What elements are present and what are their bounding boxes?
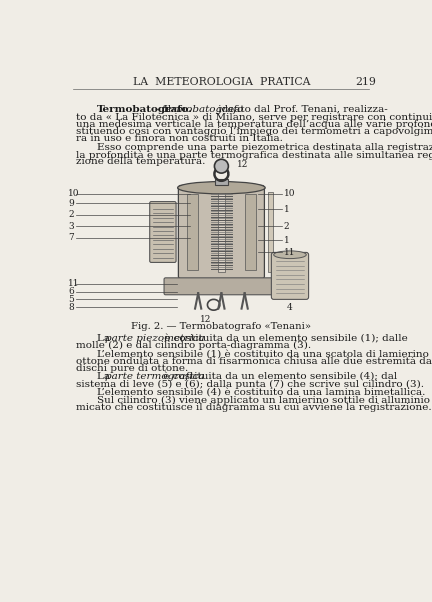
- Text: 11: 11: [284, 248, 295, 257]
- Bar: [218, 191, 225, 273]
- Text: LA  METEOROLOGIA  PRATICA: LA METEOROLOGIA PRATICA: [133, 77, 310, 87]
- Text: 219: 219: [355, 77, 376, 87]
- Text: 12: 12: [237, 160, 248, 169]
- Text: 4: 4: [287, 303, 293, 312]
- Text: stituendo così con vantaggio l’impiego dei termometri a capovolgimento fino-: stituendo così con vantaggio l’impiego d…: [76, 126, 432, 136]
- FancyBboxPatch shape: [178, 185, 264, 279]
- Text: to da « La Filotecnica » di Milano, serve per registrare con continuità lungo: to da « La Filotecnica » di Milano, serv…: [76, 112, 432, 122]
- Text: è costituita da un elemento sensibile (4); dal: è costituita da un elemento sensibile (4…: [160, 372, 397, 381]
- Bar: [215, 179, 228, 185]
- Text: 6: 6: [68, 287, 74, 296]
- Text: la profondità e una parte termografica destinata alle simultanea registra-: la profondità e una parte termografica d…: [76, 150, 432, 160]
- Text: 5: 5: [68, 295, 74, 304]
- Text: 3: 3: [68, 222, 73, 231]
- Text: La: La: [97, 334, 113, 343]
- Text: micato che costituisce il diagramma su cui avviene la registrazione.: micato che costituisce il diagramma su c…: [76, 403, 431, 412]
- Text: L’elemento sensibile (4) è costituito da una lamina bimetallica.: L’elemento sensibile (4) è costituito da…: [97, 388, 425, 397]
- Text: 9: 9: [68, 199, 74, 208]
- Text: termobatografo: termobatografo: [162, 105, 244, 114]
- Bar: [245, 194, 256, 270]
- Text: una medesima verticale la temperatura dell’acqua alle varie profondità, so-: una medesima verticale la temperatura de…: [76, 119, 432, 129]
- Text: 1: 1: [284, 205, 289, 214]
- Bar: [268, 191, 273, 273]
- Bar: [187, 194, 198, 270]
- Text: ideato dal Prof. Tenani, realizza-: ideato dal Prof. Tenani, realizza-: [215, 105, 388, 114]
- Text: parte termografica: parte termografica: [105, 372, 205, 381]
- Text: Fig. 2. — Termobatografo «Tenani»: Fig. 2. — Termobatografo «Tenani»: [131, 323, 311, 332]
- Text: 2: 2: [284, 222, 289, 231]
- Text: ottone ondulata a forma di fisarmonica chiusa alle due estremità da due: ottone ondulata a forma di fisarmonica c…: [76, 357, 432, 366]
- Ellipse shape: [178, 182, 265, 194]
- Ellipse shape: [274, 251, 306, 259]
- Text: 12: 12: [200, 315, 212, 324]
- Text: è costituita da un elemento sensibile (1); dalle: è costituita da un elemento sensibile (1…: [161, 334, 408, 343]
- Circle shape: [214, 160, 229, 173]
- Text: 2: 2: [68, 210, 73, 219]
- Text: dischi pure di ottone.: dischi pure di ottone.: [76, 364, 188, 373]
- Text: ra in uso e finora non costruiti in Italia.: ra in uso e finora non costruiti in Ital…: [76, 134, 283, 143]
- Text: L’elemento sensibile (1) è costituito da una scatola di lamierino di: L’elemento sensibile (1) è costituito da…: [97, 349, 432, 358]
- Text: Termobatografo.: Termobatografo.: [97, 105, 193, 114]
- Text: 1: 1: [284, 235, 289, 244]
- Text: – Il: – Il: [152, 105, 175, 114]
- Text: sistema di leve (5) e (6); dalla punta (7) che scrive sul cilindro (3).: sistema di leve (5) e (6); dalla punta (…: [76, 379, 424, 389]
- FancyBboxPatch shape: [164, 278, 279, 295]
- Text: 10: 10: [68, 190, 79, 199]
- Text: 8: 8: [68, 303, 74, 312]
- Text: 11: 11: [68, 279, 79, 288]
- Text: molle (2) e dal cilindro porta-diagramma (3).: molle (2) e dal cilindro porta-diagramma…: [76, 341, 311, 350]
- Text: La: La: [97, 372, 113, 381]
- Text: Sul cilindro (3) viene applicato un lamierino sottile di alluminio affu-: Sul cilindro (3) viene applicato un lami…: [97, 396, 432, 405]
- Text: zione della temperatura.: zione della temperatura.: [76, 157, 205, 166]
- FancyBboxPatch shape: [271, 252, 308, 299]
- Text: 7: 7: [68, 234, 74, 242]
- Text: Esso comprende una parte piezometrica destinata alla registrazione del-: Esso comprende una parte piezometrica de…: [97, 143, 432, 152]
- Text: 10: 10: [284, 190, 295, 199]
- FancyBboxPatch shape: [150, 202, 176, 262]
- Text: parte piezometrica: parte piezometrica: [105, 334, 205, 343]
